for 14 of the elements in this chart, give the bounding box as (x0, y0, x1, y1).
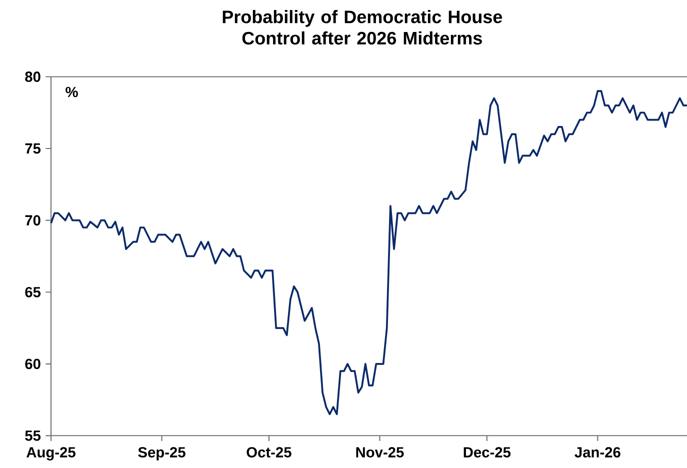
y-tick-label: 75 (25, 143, 41, 154)
chart-title: Probability of Democratic House Control after 2026 Midterms (222, 10, 502, 45)
x-tick-label: Sep-25 (138, 447, 186, 460)
y-tick-label: 65 (25, 286, 41, 298)
y-tick-label: 55 (25, 430, 41, 441)
x-tick-label: Nov-25 (356, 447, 404, 458)
x-tick-label: Jan-26 (574, 447, 620, 458)
x-tick-label: Dec-25 (464, 447, 511, 458)
y-tick-label: 80 (25, 72, 40, 82)
text: % (66, 86, 78, 98)
y-tick-label: 70 (25, 215, 40, 226)
x-tick-label: Aug-25 (26, 447, 76, 460)
y-tick-label: 60 (25, 358, 40, 370)
x-tick-label: Oct-25 (246, 447, 292, 458)
